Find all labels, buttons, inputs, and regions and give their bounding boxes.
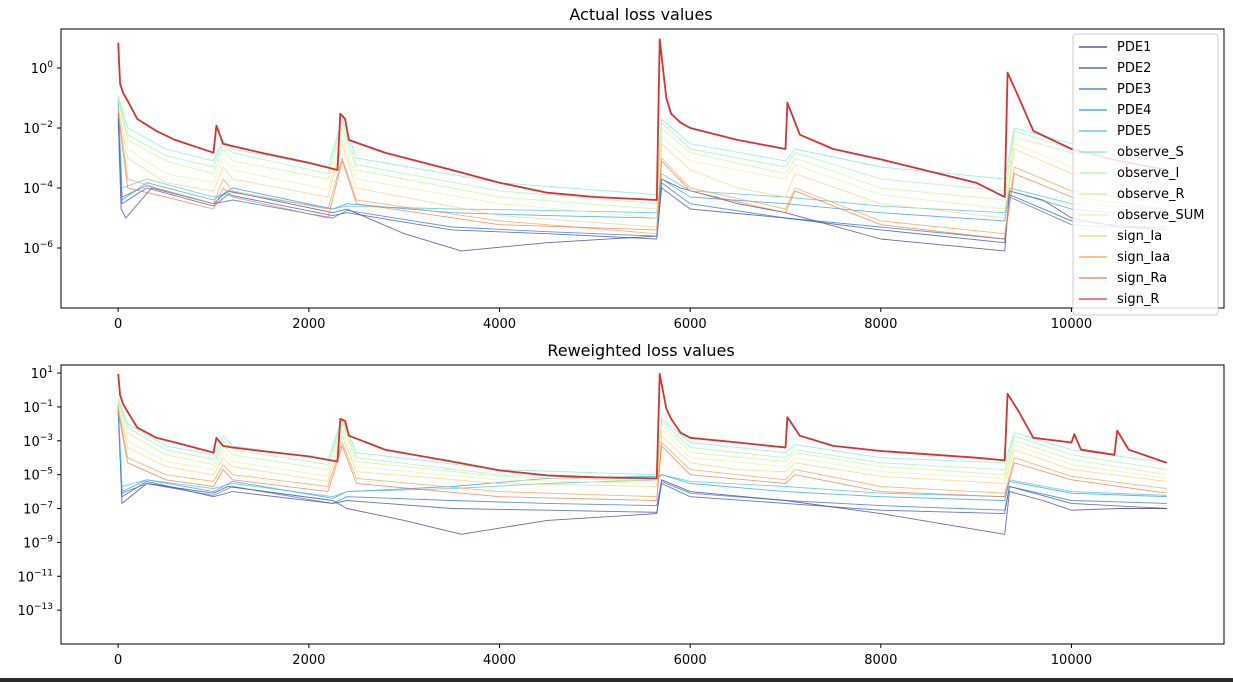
x-tick-label: 10000: [1051, 653, 1092, 668]
y-tick-label: 10−1: [23, 399, 53, 416]
series-group: [117, 373, 1168, 535]
series-line-8: [117, 403, 1167, 484]
legend-label: observe_R: [1117, 187, 1185, 202]
series-line-observe-sum: [117, 99, 1167, 219]
chart-title: Actual loss values: [569, 5, 712, 24]
series-line-observe-r: [117, 97, 1167, 210]
series-line-sign-iaa: [117, 109, 1167, 235]
y-tick-label: 10−2: [23, 120, 53, 137]
legend-label: PDE2: [1117, 61, 1151, 76]
series-line-observe-s: [117, 95, 1167, 196]
axes-frame: [60, 364, 1225, 645]
x-tick-label: 4000: [483, 317, 516, 332]
series-line-pde3: [117, 107, 1167, 240]
actual-loss-panel: Actual loss values 0 2000 4000 6000 8000 1000…: [23, 5, 1225, 332]
legend-label: PDE4: [1117, 103, 1151, 118]
x-tick-label: 2000: [292, 653, 325, 668]
series-line-pde4: [117, 100, 1167, 222]
series-line-observe-i: [117, 97, 1167, 205]
x-tick-label: 6000: [674, 317, 707, 332]
x-tick-label: 8000: [864, 653, 897, 668]
y-tick-label: 10−3: [23, 433, 53, 450]
x-tick-label: 10000: [1051, 317, 1092, 332]
y-tick-label: 10−5: [23, 467, 53, 484]
x-tick-label: 0: [114, 317, 122, 332]
series-line-0: [117, 411, 1167, 535]
x-tick-label: 8000: [864, 317, 897, 332]
reweighted-loss-panel: Reweighted loss values 0 2000 4000 6000 8000…: [17, 341, 1225, 668]
x-tick-label: 0: [114, 653, 122, 668]
legend-label: sign_Ia: [1117, 229, 1162, 244]
series-line-12: [117, 373, 1168, 480]
series-line-sign-ra: [117, 113, 1167, 240]
reweighted-loss-plot: 0 2000 4000 6000 8000 10000 101 10−1 10−3 10−5 10−…: [17, 364, 1225, 668]
y-tick-label: 10−7: [23, 501, 53, 518]
y-tick-label: 10−9: [23, 534, 53, 551]
series-line-9: [117, 406, 1167, 487]
x-tick-label: 2000: [292, 317, 325, 332]
actual-loss-plot: 0 2000 4000 6000 8000 10000 100 10−2 10−4 10−6 PDE…: [23, 28, 1225, 332]
series-line-7: [117, 401, 1167, 482]
legend-label: observe_S: [1117, 145, 1184, 160]
legend-label: sign_Ra: [1117, 271, 1167, 286]
series-group: [117, 38, 1167, 252]
legend-label: observe_I: [1117, 166, 1179, 181]
legend-label: PDE3: [1117, 82, 1151, 97]
legend-label: PDE1: [1117, 40, 1151, 55]
series-line-2: [117, 406, 1167, 511]
y-tick-label: 10−11: [17, 568, 53, 585]
chart-title: Reweighted loss values: [547, 341, 734, 360]
y-tick-label: 100: [31, 60, 54, 77]
series-line-11: [117, 411, 1167, 501]
legend-label: sign_R: [1117, 292, 1159, 307]
x-tick-label: 6000: [674, 653, 707, 668]
y-tick-label: 10−4: [23, 180, 53, 197]
legend-label: PDE5: [1117, 124, 1151, 139]
legend-label: sign_Iaa: [1117, 250, 1170, 265]
window-bottom-edge: [0, 678, 1233, 682]
y-tick-label: 10−13: [17, 602, 53, 619]
series-line-1: [117, 408, 1167, 515]
series-line-sign-r: [117, 38, 1167, 201]
y-tick-label: 10−6: [23, 240, 53, 257]
series-line-5: [117, 398, 1167, 476]
series-line-pde5: [117, 97, 1167, 214]
series-line-10: [117, 408, 1167, 498]
legend-box: [1072, 33, 1219, 316]
legend-label: observe_SUM: [1117, 208, 1205, 223]
axes-frame: [60, 28, 1225, 309]
y-tick-label: 101: [31, 365, 53, 382]
legend: PDE1 PDE2 PDE3 PDE4 PDE5 observe_S observe_Iob…: [1072, 33, 1219, 316]
x-tick-label: 4000: [483, 653, 516, 668]
